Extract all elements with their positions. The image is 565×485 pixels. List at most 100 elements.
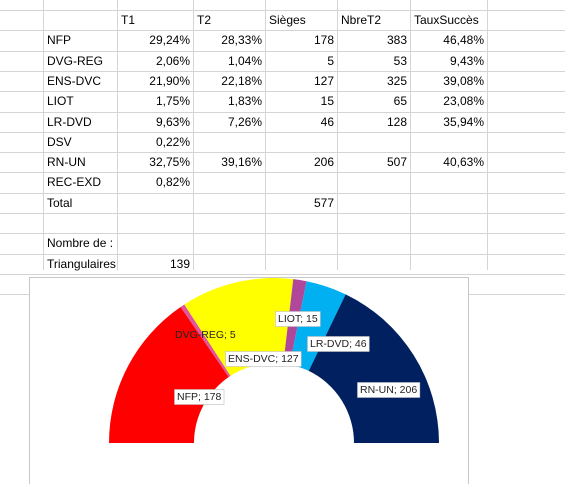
- value-cell-taux[interactable]: 9,43%: [449, 54, 484, 68]
- value-cell-taux[interactable]: 35,94%: [443, 115, 484, 129]
- grid-line-h: [0, 10, 565, 11]
- value-cell-t2[interactable]: [194, 172, 265, 192]
- data-label-text: LR-DVD; 46: [310, 338, 367, 350]
- grid-line-h: [0, 233, 565, 234]
- value-cell-t1[interactable]: 139: [169, 257, 190, 271]
- value-cell-nbret2[interactable]: [338, 233, 410, 253]
- grid-line-h: [0, 91, 565, 92]
- value-cell-t1[interactable]: 29,24%: [149, 33, 190, 47]
- value-cell-taux[interactable]: 39,08%: [443, 74, 484, 88]
- value-cell-sieges[interactable]: [266, 172, 337, 192]
- column-header-4[interactable]: NbreT2: [341, 13, 382, 27]
- value-cell-sieges[interactable]: 577: [313, 196, 334, 210]
- value-cell-t1[interactable]: 0,22%: [155, 135, 190, 149]
- value-cell-t1[interactable]: [118, 233, 193, 253]
- value-cell-sieges[interactable]: [266, 213, 337, 233]
- value-cell-t1[interactable]: 32,75%: [149, 155, 190, 169]
- value-cell-nbret2[interactable]: 383: [386, 33, 407, 47]
- column-header-2[interactable]: T2: [197, 13, 212, 27]
- grid-line-v: [43, 0, 44, 270]
- data-label-text: LIOT; 15: [278, 313, 318, 325]
- value-cell-t2[interactable]: [194, 254, 265, 274]
- value-cell-t2[interactable]: [194, 233, 265, 253]
- column-header-1[interactable]: T1: [121, 13, 136, 27]
- value-cell-t2[interactable]: 7,26%: [227, 115, 262, 129]
- value-cell-nbret2[interactable]: [338, 132, 410, 152]
- value-cell-taux[interactable]: [411, 193, 487, 213]
- value-cell-sieges[interactable]: 178: [313, 33, 334, 47]
- value-cell-nbret2[interactable]: 65: [393, 94, 407, 108]
- row-label-cell[interactable]: Nombre de :: [47, 236, 114, 250]
- data-label-text: ENS-DVC; 127: [228, 353, 299, 365]
- grid-line-h: [0, 152, 565, 153]
- value-cell-taux[interactable]: [411, 254, 487, 274]
- value-cell-taux[interactable]: 40,63%: [443, 155, 484, 169]
- slice-dvg-reg[interactable]: [180, 304, 231, 378]
- value-cell-taux[interactable]: [411, 132, 487, 152]
- data-label-text: NFP; 178: [177, 391, 222, 403]
- value-cell-nbret2[interactable]: 53: [393, 54, 407, 68]
- row-label-cell[interactable]: RN-UN: [47, 155, 86, 169]
- value-cell-t1[interactable]: [118, 213, 193, 233]
- value-cell-sieges[interactable]: 206: [313, 155, 334, 169]
- value-cell-sieges[interactable]: [266, 233, 337, 253]
- value-cell-sieges[interactable]: 127: [313, 74, 334, 88]
- seat-distribution-chart[interactable]: NFP; 178 DVG-REG; 5 ENS-DVC; 127 LIOT; 15 LR…: [29, 277, 469, 484]
- value-cell-sieges[interactable]: [266, 254, 337, 274]
- grid-line-v: [337, 0, 338, 270]
- value-cell-sieges[interactable]: 15: [320, 94, 334, 108]
- row-label-cell[interactable]: Triangulaires: [47, 257, 116, 271]
- value-cell-taux[interactable]: [411, 172, 487, 192]
- data-label-lr-dvd: LR-DVD; 46: [307, 336, 370, 352]
- value-cell-sieges[interactable]: [266, 132, 337, 152]
- value-cell-nbret2[interactable]: [338, 193, 410, 213]
- value-cell-sieges[interactable]: 5: [327, 54, 334, 68]
- value-cell-t1[interactable]: [118, 193, 193, 213]
- value-cell-taux[interactable]: 46,48%: [443, 33, 484, 47]
- value-cell-t2[interactable]: 28,33%: [221, 33, 262, 47]
- value-cell-t2[interactable]: 39,16%: [221, 155, 262, 169]
- value-cell-t1[interactable]: 0,82%: [155, 175, 190, 189]
- grid-line-h: [0, 71, 565, 72]
- value-cell-t2[interactable]: 1,83%: [227, 94, 262, 108]
- column-header-5[interactable]: TauxSuccès: [414, 13, 479, 27]
- grid-line-h: [0, 193, 565, 194]
- grid-line-v: [117, 0, 118, 270]
- row-label-cell[interactable]: ENS-DVC: [47, 74, 102, 88]
- row-label-cell[interactable]: DVG-REG: [47, 54, 104, 68]
- row-label-cell[interactable]: REC-EXD: [47, 175, 102, 189]
- slice-nfp[interactable]: [109, 306, 229, 443]
- row-label-cell[interactable]: LR-DVD: [47, 115, 92, 129]
- value-cell-t2[interactable]: [194, 193, 265, 213]
- row-label-cell[interactable]: DSV: [47, 135, 72, 149]
- value-cell-nbret2[interactable]: [338, 254, 410, 274]
- value-cell-t2[interactable]: [194, 132, 265, 152]
- grid-line-h: [0, 254, 565, 255]
- slice-rn-un[interactable]: [308, 294, 439, 443]
- row-label-cell[interactable]: NFP: [47, 33, 71, 47]
- value-cell-t1[interactable]: 9,63%: [155, 115, 190, 129]
- value-cell-nbret2[interactable]: 325: [386, 74, 407, 88]
- row-label-cell[interactable]: [44, 213, 117, 233]
- value-cell-nbret2[interactable]: [338, 213, 410, 233]
- value-cell-t2[interactable]: 1,04%: [227, 54, 262, 68]
- value-cell-nbret2[interactable]: 507: [386, 155, 407, 169]
- value-cell-nbret2[interactable]: [338, 172, 410, 192]
- row-label-cell[interactable]: Total: [47, 196, 73, 210]
- value-cell-nbret2[interactable]: 128: [386, 115, 407, 129]
- grid-line-h: [0, 172, 565, 173]
- value-cell-taux[interactable]: 23,08%: [443, 94, 484, 108]
- value-cell-sieges[interactable]: 46: [320, 115, 334, 129]
- value-cell-t2[interactable]: [194, 213, 265, 233]
- row-label-cell[interactable]: LIOT: [47, 94, 74, 108]
- data-label-liot: LIOT; 15: [275, 311, 321, 327]
- value-cell-t1[interactable]: 1,75%: [155, 94, 190, 108]
- column-header-3[interactable]: Sièges: [269, 13, 306, 27]
- value-cell-t2[interactable]: 22,18%: [221, 74, 262, 88]
- value-cell-taux[interactable]: [411, 213, 487, 233]
- value-cell-t1[interactable]: 21,90%: [149, 74, 190, 88]
- value-cell-taux[interactable]: [411, 233, 487, 253]
- value-cell-t1[interactable]: 2,06%: [155, 54, 190, 68]
- grid-line-h: [0, 30, 565, 31]
- hemicycle-chart-svg: NFP; 178 DVG-REG; 5 ENS-DVC; 127 LIOT; 15 LR…: [109, 278, 439, 443]
